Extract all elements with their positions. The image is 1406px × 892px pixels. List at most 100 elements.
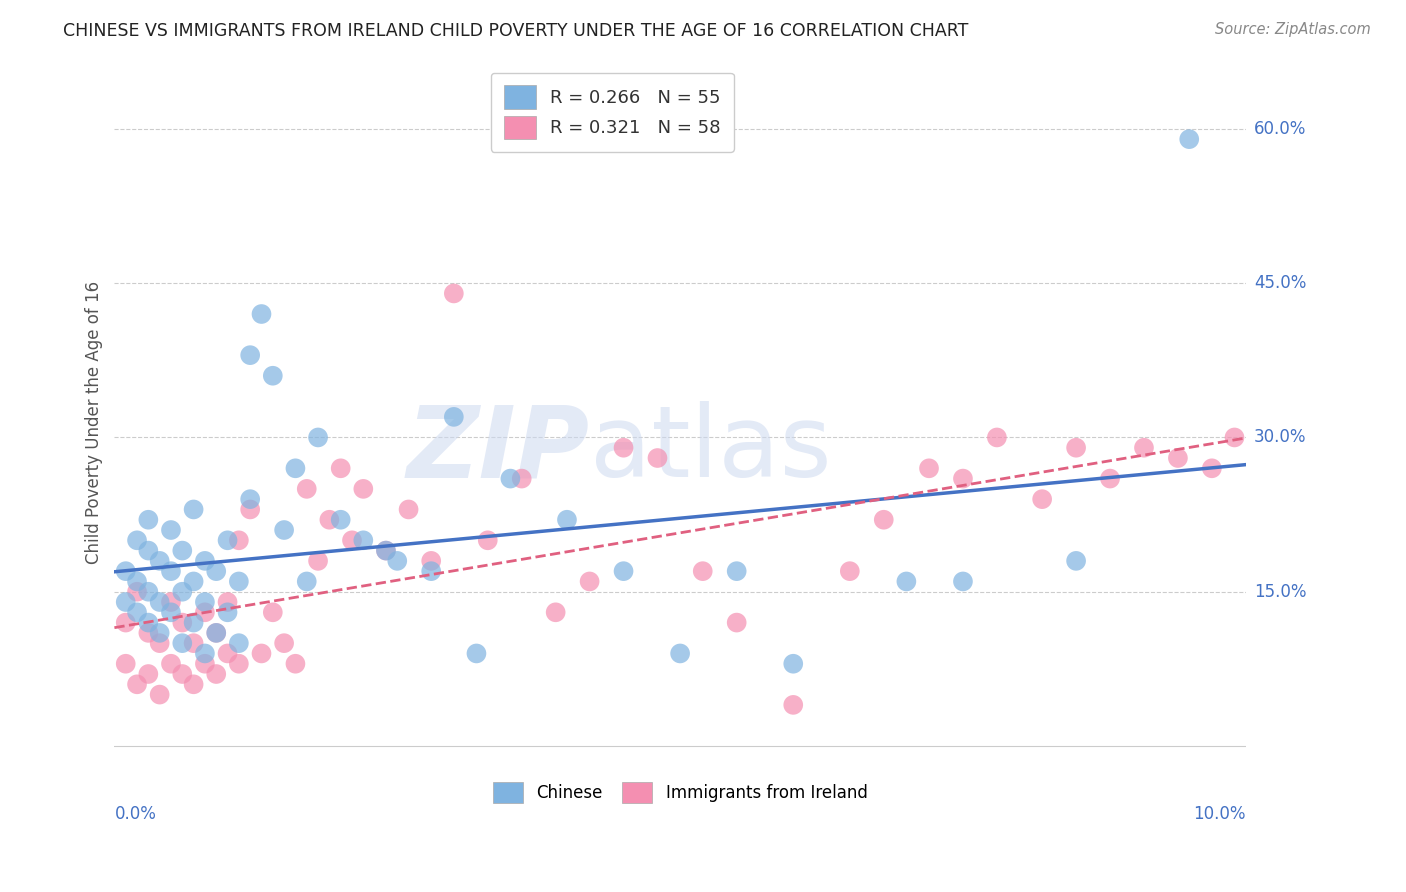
Point — [262, 605, 284, 619]
Point — [160, 595, 183, 609]
Point — [183, 677, 205, 691]
Point — [612, 564, 634, 578]
Point — [205, 626, 228, 640]
Point — [125, 574, 148, 589]
Point — [194, 595, 217, 609]
Point — [138, 584, 160, 599]
Point — [239, 502, 262, 516]
Point — [555, 513, 578, 527]
Point — [1167, 450, 1189, 465]
Point — [194, 657, 217, 671]
Point — [387, 554, 409, 568]
Point — [329, 513, 352, 527]
Point — [1064, 554, 1087, 568]
Point — [873, 513, 896, 527]
Point — [160, 564, 183, 578]
Point — [443, 409, 465, 424]
Text: 60.0%: 60.0% — [1254, 120, 1306, 138]
Point — [172, 667, 194, 681]
Text: 0.0%: 0.0% — [114, 805, 156, 823]
Point — [160, 605, 183, 619]
Point — [114, 615, 136, 630]
Point — [149, 626, 172, 640]
Point — [138, 543, 160, 558]
Point — [172, 636, 194, 650]
Point — [896, 574, 918, 589]
Point — [149, 688, 172, 702]
Point — [262, 368, 284, 383]
Point — [1178, 132, 1201, 146]
Point — [194, 647, 217, 661]
Point — [284, 461, 307, 475]
Point — [114, 595, 136, 609]
Point — [647, 450, 669, 465]
Point — [986, 430, 1008, 444]
Point — [217, 605, 239, 619]
Point — [228, 657, 250, 671]
Point — [250, 647, 273, 661]
Point — [125, 605, 148, 619]
Point — [217, 647, 239, 661]
Text: 10.0%: 10.0% — [1194, 805, 1246, 823]
Point — [125, 677, 148, 691]
Text: CHINESE VS IMMIGRANTS FROM IRELAND CHILD POVERTY UNDER THE AGE OF 16 CORRELATION: CHINESE VS IMMIGRANTS FROM IRELAND CHILD… — [63, 22, 969, 40]
Point — [578, 574, 600, 589]
Point — [374, 543, 396, 558]
Point — [205, 626, 228, 640]
Point — [138, 615, 160, 630]
Point — [217, 595, 239, 609]
Point — [125, 533, 148, 548]
Point — [138, 513, 160, 527]
Point — [205, 667, 228, 681]
Point — [443, 286, 465, 301]
Point — [669, 647, 692, 661]
Point — [952, 574, 974, 589]
Point — [1099, 472, 1122, 486]
Text: 30.0%: 30.0% — [1254, 428, 1306, 446]
Point — [273, 523, 295, 537]
Point — [149, 554, 172, 568]
Point — [172, 584, 194, 599]
Point — [352, 482, 374, 496]
Point — [183, 636, 205, 650]
Point — [838, 564, 860, 578]
Point — [172, 615, 194, 630]
Text: atlas: atlas — [589, 401, 831, 498]
Point — [138, 626, 160, 640]
Point — [125, 584, 148, 599]
Point — [544, 605, 567, 619]
Point — [352, 533, 374, 548]
Point — [782, 657, 804, 671]
Point — [217, 533, 239, 548]
Point — [284, 657, 307, 671]
Point — [114, 564, 136, 578]
Point — [194, 605, 217, 619]
Point — [725, 615, 748, 630]
Point — [194, 554, 217, 568]
Legend: Chinese, Immigrants from Ireland: Chinese, Immigrants from Ireland — [486, 775, 875, 810]
Point — [250, 307, 273, 321]
Point — [1031, 492, 1053, 507]
Text: 45.0%: 45.0% — [1254, 274, 1306, 293]
Point — [273, 636, 295, 650]
Point — [692, 564, 714, 578]
Point — [228, 636, 250, 650]
Point — [183, 574, 205, 589]
Point — [340, 533, 363, 548]
Text: 15.0%: 15.0% — [1254, 582, 1306, 600]
Point — [510, 472, 533, 486]
Point — [318, 513, 340, 527]
Point — [239, 348, 262, 362]
Point — [420, 564, 443, 578]
Point — [952, 472, 974, 486]
Point — [149, 595, 172, 609]
Point — [183, 502, 205, 516]
Text: Source: ZipAtlas.com: Source: ZipAtlas.com — [1215, 22, 1371, 37]
Point — [160, 523, 183, 537]
Point — [172, 543, 194, 558]
Point — [465, 647, 488, 661]
Point — [239, 492, 262, 507]
Point — [228, 574, 250, 589]
Point — [1201, 461, 1223, 475]
Point — [918, 461, 941, 475]
